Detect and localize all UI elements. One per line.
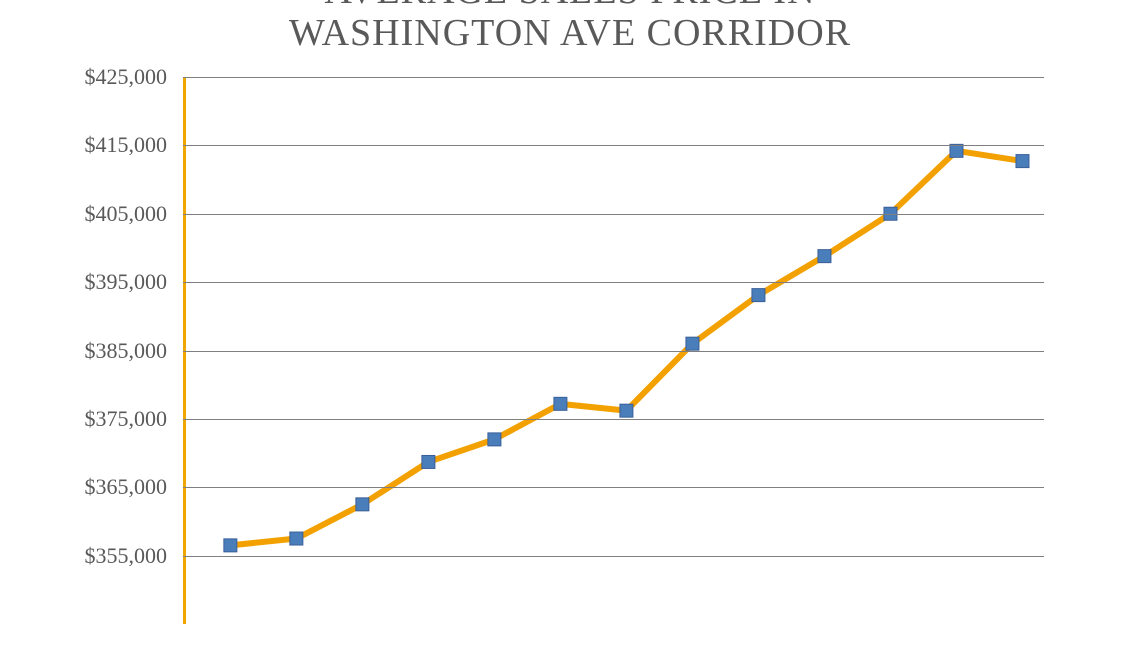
series-line bbox=[230, 151, 1022, 546]
chart-container: AVERAGE SALES PRICE IN WASHINGTON AVE CO… bbox=[0, 0, 1140, 624]
chart-title-line-1: AVERAGE SALES PRICE IN bbox=[0, 0, 1140, 10]
gridline bbox=[183, 282, 1044, 283]
data-point-marker bbox=[818, 250, 831, 263]
data-point-marker bbox=[620, 404, 633, 417]
data-point-marker bbox=[488, 433, 501, 446]
y-tick-label: $375,000 bbox=[85, 406, 184, 432]
y-tick-label: $405,000 bbox=[85, 201, 184, 227]
data-point-marker bbox=[422, 455, 435, 468]
y-tick-label: $355,000 bbox=[85, 543, 184, 569]
y-tick-label: $395,000 bbox=[85, 269, 184, 295]
gridline bbox=[183, 214, 1044, 215]
gridline bbox=[183, 487, 1044, 488]
gridline bbox=[183, 419, 1044, 420]
y-tick-label: $415,000 bbox=[85, 132, 184, 158]
y-tick-label: $365,000 bbox=[85, 474, 184, 500]
gridline bbox=[183, 351, 1044, 352]
data-point-marker bbox=[1016, 155, 1029, 168]
chart-title-line-2: WASHINGTON AVE CORRIDOR bbox=[0, 14, 1140, 54]
data-point-marker bbox=[356, 498, 369, 511]
y-tick-label: $425,000 bbox=[85, 64, 184, 90]
data-point-marker bbox=[224, 539, 237, 552]
plot-area: $355,000$365,000$375,000$385,000$395,000… bbox=[183, 77, 1044, 624]
data-point-marker bbox=[752, 289, 765, 302]
data-point-marker bbox=[686, 337, 699, 350]
gridline bbox=[183, 77, 1044, 78]
data-point-marker bbox=[554, 397, 567, 410]
gridline bbox=[183, 556, 1044, 557]
data-point-marker bbox=[290, 532, 303, 545]
y-tick-label: $385,000 bbox=[85, 338, 184, 364]
gridline bbox=[183, 145, 1044, 146]
